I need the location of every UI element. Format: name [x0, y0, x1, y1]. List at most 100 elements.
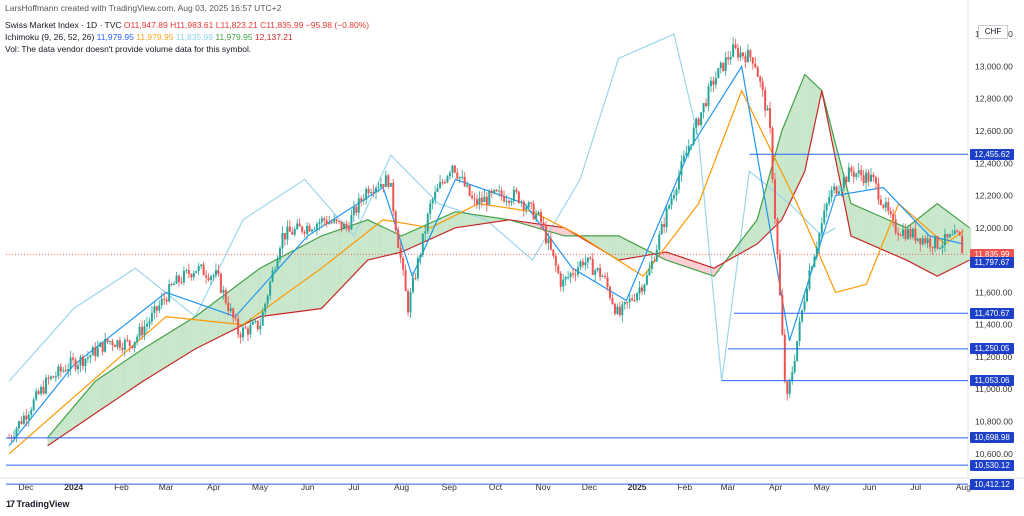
cloud-segment: [795, 89, 799, 191]
candle-body: [402, 258, 405, 270]
x-tick-label: Dec: [18, 482, 34, 492]
x-tick-label: Jun: [301, 482, 315, 492]
candle-body: [719, 62, 722, 69]
y-tick-label: 12,600.00: [975, 126, 1013, 136]
candle-body: [882, 204, 885, 208]
cloud-segment: [746, 229, 750, 251]
candle-body: [495, 189, 498, 192]
candle-body: [943, 233, 946, 246]
candle-body: [239, 334, 242, 338]
currency-label[interactable]: CHF: [978, 25, 1008, 39]
cloud-segment: [296, 247, 300, 312]
candle-body: [313, 229, 316, 231]
candle-body: [298, 223, 301, 227]
candle-body: [458, 176, 461, 179]
cloud-segment: [835, 144, 839, 175]
candle-body: [749, 50, 752, 58]
ichimoku-spanB-value: 12,137.21: [254, 32, 293, 42]
cloud-segment: [743, 233, 747, 252]
cloud-segment: [964, 224, 968, 263]
cloud-segment: [158, 337, 162, 372]
candle-body: [640, 287, 643, 292]
candle-body: [296, 223, 299, 230]
candle-body: [847, 167, 850, 182]
cloud-segment: [118, 363, 122, 398]
cloud-segment: [216, 298, 220, 339]
cloud-segment: [343, 227, 347, 286]
candle-body: [769, 108, 772, 129]
candle-body: [707, 86, 710, 107]
candle-body: [54, 376, 57, 378]
cloud-segment: [124, 359, 128, 394]
candle-body: [197, 265, 200, 271]
candle-body: [389, 182, 392, 187]
cloud-segment: [450, 212, 454, 230]
y-tick-label: 12,800.00: [975, 94, 1013, 104]
cloud-segment: [256, 268, 260, 319]
candle-body: [384, 175, 387, 187]
candle-body: [759, 76, 762, 82]
candle-body: [365, 189, 368, 200]
candle-body: [552, 249, 555, 256]
candle-body: [242, 327, 245, 338]
candle-body: [572, 273, 575, 275]
candle-body: [17, 421, 20, 429]
cloud-segment: [924, 210, 928, 272]
candle-body: [796, 341, 799, 361]
cloud-segment: [463, 212, 467, 227]
cloud-segment: [755, 214, 759, 245]
candle-body: [874, 177, 877, 184]
candle-body: [525, 207, 528, 210]
cloud-segment: [561, 227, 565, 236]
candle-body: [850, 167, 853, 172]
cloud-segment: [666, 252, 670, 262]
symbol-name[interactable]: Swiss Market Index · 1D · TVC: [5, 20, 122, 30]
candle-body: [148, 321, 151, 324]
cloud-segment: [139, 348, 143, 384]
cloud-segment: [161, 335, 165, 370]
candle-body: [961, 235, 964, 254]
cloud-segment: [133, 353, 137, 388]
candle-body: [685, 152, 688, 156]
candle-body: [99, 342, 102, 348]
y-tick-label: 13,000.00: [975, 61, 1013, 71]
candle-body: [926, 238, 929, 244]
cloud-segment: [201, 309, 205, 346]
x-tick-label: Oct: [489, 482, 503, 492]
cloud-segment: [851, 203, 855, 238]
level-price-label: 11,470.67: [970, 307, 1014, 319]
candle-body: [554, 255, 557, 266]
ichimoku-label[interactable]: Ichimoku (9, 26, 52, 26): [5, 32, 95, 42]
candle-body: [436, 188, 439, 192]
candle-body: [500, 190, 503, 196]
candle-body: [517, 191, 520, 203]
candle-body: [633, 300, 636, 302]
candle-body: [155, 306, 158, 311]
cloud-segment: [598, 235, 602, 250]
cloud-segment: [469, 213, 473, 226]
x-tick-label: Nov: [536, 482, 552, 492]
candle-body: [929, 238, 932, 247]
candle-body: [919, 238, 922, 245]
cloud-segment: [700, 263, 704, 273]
candle-body: [628, 298, 631, 303]
candle-body: [857, 170, 860, 174]
candle-body: [178, 275, 181, 283]
cloud-segment: [204, 307, 208, 345]
cloud-segment: [897, 223, 901, 258]
cloud-segment: [620, 236, 624, 260]
candle-body: [687, 146, 690, 153]
candle-body: [274, 269, 277, 271]
cloud-segment: [349, 225, 353, 280]
candle-body: [170, 284, 173, 286]
candle-body: [653, 260, 656, 262]
senkou-span-b-line: [47, 90, 970, 447]
candle-body: [227, 302, 230, 312]
cloud-segment: [407, 231, 411, 250]
candle-body: [128, 340, 131, 346]
cloud-segment: [376, 224, 381, 258]
candle-body: [202, 264, 205, 276]
candle-body: [74, 359, 77, 370]
candle-body: [626, 302, 629, 304]
